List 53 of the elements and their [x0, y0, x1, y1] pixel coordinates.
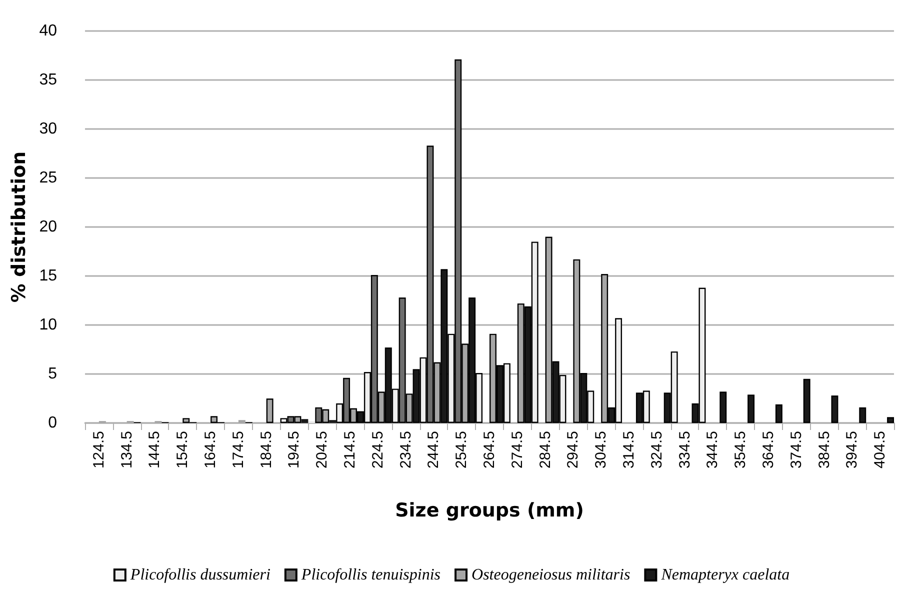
- x-tick-label: 374.5: [788, 431, 805, 469]
- x-tick-label: 344.5: [704, 431, 722, 469]
- y-tick-label: 5: [48, 366, 58, 382]
- bar: [803, 378, 810, 423]
- x-tick-label: 144.5: [146, 431, 164, 469]
- x-tick-label: 164.5: [202, 431, 220, 469]
- bar: [831, 396, 838, 423]
- y-tick-label: 20: [39, 218, 58, 236]
- y-tick-label: 30: [39, 120, 58, 138]
- x-tick-label: 214.5: [342, 431, 359, 469]
- x-tick-label: 134.5: [118, 431, 136, 469]
- x-tick-label: 194.5: [286, 431, 303, 469]
- bar: [859, 407, 866, 423]
- legend-label: Osteogeneiosus militaris: [472, 566, 630, 584]
- legend-label: Plicofollis dussumieri: [129, 566, 270, 584]
- x-tick-label: 294.5: [564, 431, 582, 469]
- bar: [301, 419, 308, 423]
- y-tick-label: 0: [48, 414, 58, 432]
- x-tick-label: 324.5: [648, 431, 666, 469]
- x-tick-label: 394.5: [844, 431, 861, 469]
- y-tick-label: 40: [39, 22, 58, 40]
- y-tick-label: 25: [39, 170, 58, 186]
- x-tick-label: 174.5: [230, 431, 247, 469]
- bar: [748, 394, 755, 423]
- x-axis-title: Size groups (mm): [395, 500, 584, 522]
- x-tick-label: 154.5: [174, 431, 192, 469]
- bar: [329, 420, 336, 423]
- x-tick-label: 124.5: [90, 431, 108, 469]
- x-tick-label: 384.5: [816, 431, 833, 469]
- bar: [887, 417, 894, 423]
- x-tick-label: 304.5: [592, 431, 610, 469]
- y-tick-label: 35: [39, 72, 58, 88]
- bar: [775, 404, 782, 423]
- x-tick-label: 334.5: [676, 431, 694, 469]
- x-tick-label: 404.5: [872, 431, 889, 469]
- x-tick-label: 184.5: [258, 431, 275, 469]
- x-tick-label: 364.5: [760, 431, 777, 469]
- x-tick-label: 314.5: [620, 431, 638, 469]
- x-tick-label: 274.5: [508, 431, 526, 469]
- x-tick-label: 234.5: [397, 431, 414, 469]
- bar: [720, 392, 727, 423]
- y-tick-label: 10: [39, 316, 58, 334]
- x-tick-label: 354.5: [732, 431, 750, 469]
- y-axis-title: % distribution: [8, 151, 30, 303]
- legend-label: Nemapteryx caelata: [660, 566, 790, 584]
- x-tick-label: 204.5: [314, 431, 331, 469]
- legend-label: Plicofollis tenuispinis: [300, 566, 441, 584]
- x-tick-label: 264.5: [481, 431, 498, 469]
- y-tick-label: 15: [39, 268, 58, 284]
- x-tick-label: 224.5: [369, 431, 386, 469]
- x-tick-label: 254.5: [453, 431, 470, 469]
- x-tick-label: 244.5: [425, 431, 442, 469]
- x-tick-label: 284.5: [536, 431, 554, 469]
